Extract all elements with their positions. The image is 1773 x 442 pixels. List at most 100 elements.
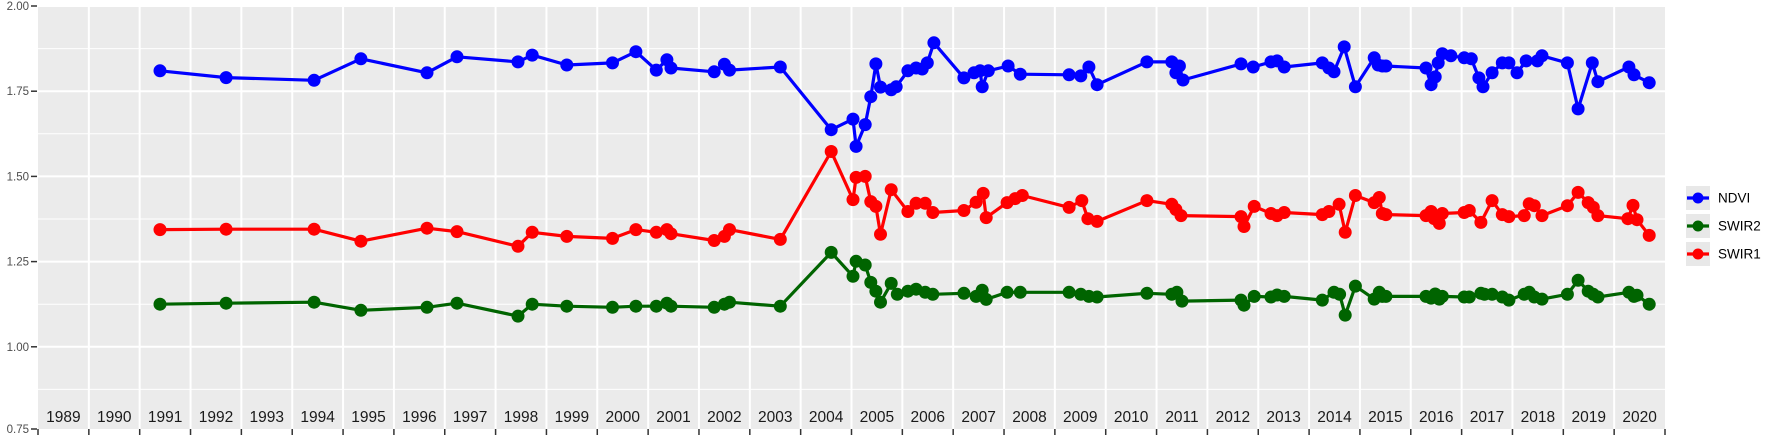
data-point	[420, 66, 434, 80]
data-point	[629, 223, 643, 237]
data-point	[307, 73, 321, 87]
x-tick-label: 2019	[1571, 409, 1605, 426]
data-point	[560, 229, 574, 243]
data-point	[926, 206, 940, 219]
data-point	[920, 56, 934, 70]
x-tick-label: 1998	[504, 409, 538, 426]
data-point	[1585, 56, 1599, 70]
data-point	[1527, 199, 1541, 213]
data-point	[1372, 191, 1386, 204]
data-point	[846, 193, 860, 207]
data-point	[1517, 209, 1531, 223]
data-point	[649, 299, 663, 313]
data-point	[606, 300, 619, 314]
data-point	[1172, 59, 1186, 73]
data-point	[1338, 308, 1352, 322]
data-point	[1332, 197, 1346, 211]
legend-item-swir1: SWIR1	[1686, 242, 1761, 266]
x-tick-label: 2004	[809, 409, 844, 426]
data-point	[629, 299, 643, 313]
x-tick-label: 2018	[1521, 409, 1555, 426]
y-tick-label: 0.75	[7, 424, 29, 436]
data-point	[858, 169, 872, 183]
data-point	[1090, 290, 1104, 304]
data-point	[1015, 189, 1029, 202]
data-point	[1090, 214, 1104, 228]
y-tick-label: 1.00	[7, 342, 29, 354]
data-point	[824, 245, 838, 259]
x-tick-label: 1993	[250, 409, 284, 426]
y-tick-label: 1.50	[7, 171, 29, 183]
data-point	[874, 227, 887, 241]
data-point	[525, 297, 539, 311]
data-point	[1591, 209, 1605, 223]
x-tick-label: 2012	[1216, 409, 1250, 426]
data-point	[1428, 70, 1442, 84]
data-point	[723, 295, 736, 309]
data-point	[664, 299, 678, 313]
x-tick-label: 1994	[300, 409, 335, 426]
series-swir2	[153, 245, 1656, 323]
data-point	[979, 292, 993, 306]
data-point	[1535, 292, 1549, 306]
data-point	[511, 309, 525, 323]
data-point	[1462, 204, 1476, 217]
data-point	[1591, 290, 1605, 304]
data-point	[450, 296, 464, 310]
x-tick-label: 1996	[402, 409, 436, 426]
data-point	[664, 227, 678, 241]
data-point	[707, 65, 721, 79]
y-tick-label: 1.75	[7, 86, 29, 98]
data-point	[525, 225, 539, 239]
data-point	[824, 123, 838, 137]
legend-key-point	[1692, 248, 1704, 260]
data-point	[1642, 76, 1656, 90]
data-point	[1090, 78, 1104, 92]
data-point	[1627, 68, 1641, 82]
data-point	[1626, 198, 1640, 212]
x-tick-label: 1989	[46, 409, 80, 426]
x-tick-label: 1999	[555, 409, 589, 426]
data-point	[219, 71, 233, 85]
data-point	[884, 183, 898, 197]
data-point	[1237, 298, 1251, 312]
data-point	[1485, 287, 1499, 301]
data-point	[307, 222, 321, 236]
data-point	[901, 205, 915, 218]
data-point	[1338, 225, 1352, 239]
data-point	[560, 299, 574, 313]
data-point	[1062, 285, 1076, 299]
data-point	[354, 52, 368, 66]
data-point	[1444, 49, 1458, 63]
data-point	[874, 295, 887, 309]
data-point	[664, 61, 678, 75]
x-tick-label: 2016	[1419, 409, 1453, 426]
data-point	[981, 64, 995, 78]
data-point	[889, 80, 903, 94]
data-point	[723, 63, 736, 77]
data-point	[927, 36, 941, 50]
data-point	[153, 297, 167, 311]
x-tick-label: 2020	[1622, 409, 1657, 426]
data-point	[354, 303, 368, 317]
data-point	[1001, 59, 1015, 73]
x-tick-label: 2002	[707, 409, 741, 426]
data-point	[858, 258, 872, 272]
data-point	[1510, 66, 1524, 80]
data-point	[1485, 194, 1499, 208]
series-ndvi	[153, 36, 1656, 153]
data-point	[723, 223, 736, 237]
data-point	[649, 225, 663, 239]
data-point	[1013, 67, 1027, 81]
data-point	[1560, 56, 1574, 70]
x-tick-label: 2007	[961, 409, 995, 426]
data-point	[707, 300, 721, 314]
data-point	[1571, 273, 1585, 287]
data-point	[849, 139, 863, 153]
data-point	[1348, 189, 1362, 202]
data-point	[909, 196, 923, 210]
data-point	[450, 225, 464, 239]
data-point	[869, 199, 883, 213]
y-tick-label: 1.25	[7, 257, 29, 269]
